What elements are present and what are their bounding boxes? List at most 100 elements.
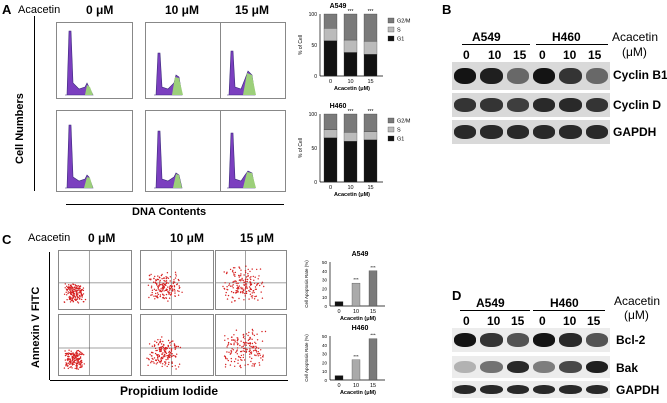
scatter-dot [80, 365, 82, 367]
scatter-dot [229, 285, 232, 287]
scatter-dot [163, 279, 165, 282]
x-axis-label: Acacetin (μM) [334, 192, 370, 198]
scatter-dot [229, 353, 232, 355]
significance-label: *** [368, 9, 374, 15]
scatter-dot [238, 288, 240, 290]
scatter-dot [237, 288, 239, 290]
scatter-dot [233, 344, 235, 346]
scatter-dot [260, 349, 262, 351]
lane-label: 0 [463, 48, 470, 62]
scatter-dot [162, 294, 164, 296]
panel-a-treatment-label: Acacetin [18, 4, 61, 16]
scatter-dot [249, 353, 251, 355]
scatter-dot [170, 352, 172, 354]
scatter-dot [72, 301, 74, 303]
scatter-dot [64, 354, 67, 357]
scatter-dot [251, 297, 253, 299]
scatter-dot [240, 275, 242, 277]
scatter-dot [251, 328, 254, 331]
scatter-dot [228, 283, 231, 285]
scatter-dot [237, 290, 239, 292]
scatter-dot [172, 281, 175, 283]
scatter-dot [172, 282, 174, 285]
legend-label: S [397, 128, 401, 134]
scatter-dot [230, 357, 232, 360]
scatter-dot [166, 355, 168, 357]
blot-band [533, 125, 556, 139]
blot-band [559, 125, 582, 139]
scatter-dot [253, 279, 255, 281]
scatter-dot [237, 355, 240, 358]
scatter-dot [149, 274, 151, 277]
scatter-dot [245, 265, 247, 267]
blot-cyclin-d [452, 93, 610, 117]
scatter-dot [170, 356, 172, 358]
bar [334, 301, 344, 307]
scatter-dot [158, 276, 161, 278]
scatter-dot [252, 333, 254, 335]
scatter-dot [150, 279, 152, 281]
blot-gapdh-d [452, 381, 610, 398]
scatter-dot [245, 285, 248, 287]
scatter-dot [261, 340, 264, 342]
scatter-dot [174, 292, 176, 294]
bar [351, 282, 361, 307]
panel-b-protein-2: GAPDH [613, 125, 657, 139]
scatter-dot [73, 293, 76, 295]
scatter-dot [149, 353, 151, 356]
scatter-dot [66, 362, 68, 365]
scatter-dot [160, 290, 162, 293]
scatter-dot [80, 361, 82, 363]
scatter-dot [164, 364, 166, 366]
scatter-dot [241, 279, 243, 281]
scatter-dot [257, 347, 260, 349]
scatter-dot [165, 349, 167, 351]
scatter-dot [224, 366, 227, 368]
scatter-dot [63, 293, 66, 295]
scatter-dot [254, 286, 257, 288]
scatter-dot [77, 287, 80, 289]
scatter-dot [157, 287, 159, 289]
scatter-dot [158, 285, 160, 287]
scatter-dot [151, 345, 153, 347]
scatter-dot [71, 286, 73, 289]
scatter-dot [177, 290, 179, 292]
scatter-dot [69, 363, 71, 365]
y-tick-label: 100 [309, 112, 318, 118]
chart-cell-cycle-h460: H460 0 50 100 % of Cell 0 10 *** 15 *** Acacetin (… [298, 103, 411, 198]
scatter-dot [225, 357, 227, 360]
scatter-dot [233, 300, 236, 302]
scatter-dot [239, 344, 241, 347]
blot-band [454, 68, 477, 84]
bar-segment-g2m [323, 113, 338, 130]
scatter-dot [249, 281, 251, 283]
scatter-dot [67, 362, 70, 364]
scatter-dot [162, 356, 164, 358]
panel-d-letter: D [452, 288, 462, 303]
blot-band [585, 98, 608, 112]
scatter-dot [227, 359, 229, 362]
scatter-dot [162, 282, 164, 285]
scatter-dot [232, 297, 234, 299]
scatter-dot [74, 296, 77, 298]
scatter-dot [236, 342, 238, 344]
scatter-dot [150, 273, 152, 276]
apoptosis-chart-h460: H460 0 10 20 30 40 50 Cell Apoptosis Rate (%) 0 1… [296, 322, 416, 398]
scatter-dot [71, 358, 74, 360]
scatter-dot [77, 349, 80, 352]
scatter-dot [165, 280, 168, 282]
blot-band [506, 68, 529, 84]
panel-a-x-arrow [66, 204, 284, 205]
scatter-dot [250, 295, 253, 297]
scatter-dot [71, 291, 73, 294]
blot-gapdh-b [452, 120, 610, 144]
scatter-dot [67, 355, 69, 358]
scatter-dot [230, 350, 232, 352]
y-tick-label: 10 [322, 295, 328, 300]
scatter-dot [164, 283, 166, 285]
scatter-dot [78, 363, 80, 366]
scatter-dot [164, 347, 166, 349]
scatter-dot [72, 296, 74, 299]
scatter-dot [157, 358, 159, 360]
scatter-dot [230, 351, 233, 353]
